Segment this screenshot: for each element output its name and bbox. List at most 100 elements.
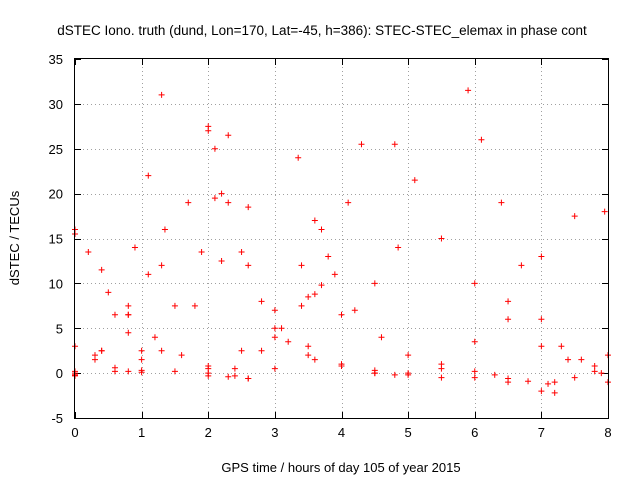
data-point xyxy=(471,374,478,381)
data-point xyxy=(471,338,478,345)
data-point xyxy=(171,368,178,375)
data-point xyxy=(558,343,565,350)
data-point xyxy=(565,356,572,363)
x-tick-label: 3 xyxy=(271,425,278,440)
data-point xyxy=(498,199,505,206)
data-point xyxy=(598,370,605,377)
y-axis-label: dSTEC / TECUs xyxy=(7,190,22,285)
series-14 xyxy=(211,145,558,396)
data-point xyxy=(258,347,265,354)
y-tick-label: -5 xyxy=(51,411,63,426)
data-point xyxy=(185,199,192,206)
x-tick-label: 1 xyxy=(138,425,145,440)
data-point xyxy=(395,244,402,251)
data-point xyxy=(505,375,512,382)
data-point xyxy=(225,373,232,380)
data-point xyxy=(158,262,165,269)
data-point xyxy=(158,91,165,98)
y-tick-label: 15 xyxy=(49,232,63,247)
y-tick-label: 25 xyxy=(49,142,63,157)
data-point xyxy=(131,244,138,251)
y-tick-label: 5 xyxy=(56,321,63,336)
data-point xyxy=(105,289,112,296)
data-point xyxy=(331,271,338,278)
data-point xyxy=(271,325,278,332)
data-point xyxy=(345,199,352,206)
data-point xyxy=(525,378,532,385)
data-point xyxy=(378,334,385,341)
data-point xyxy=(225,199,232,206)
data-point xyxy=(391,141,398,148)
data-point xyxy=(245,204,252,211)
data-point xyxy=(601,208,608,215)
data-point xyxy=(231,372,238,379)
data-point xyxy=(125,311,132,318)
data-point xyxy=(538,343,545,350)
data-point xyxy=(161,226,168,233)
data-point xyxy=(305,343,312,350)
data-point xyxy=(145,172,152,179)
data-point xyxy=(371,280,378,287)
ticks-layer: 0 1 2 3 4 5 6 7 8 -5 0 5 10 15 20 25 30 35 xyxy=(49,52,612,440)
data-point xyxy=(125,302,132,309)
data-point xyxy=(478,136,485,143)
x-tick-label: 5 xyxy=(405,425,412,440)
data-point xyxy=(391,371,398,378)
data-point xyxy=(218,257,225,264)
data-point xyxy=(138,347,145,354)
x-tick-label: 2 xyxy=(205,425,212,440)
y-tick-label: 30 xyxy=(49,97,63,112)
series-5 xyxy=(72,204,252,378)
data-point xyxy=(405,352,412,359)
data-point xyxy=(438,365,445,372)
data-point xyxy=(191,302,198,309)
data-point xyxy=(271,307,278,314)
data-point xyxy=(311,291,318,298)
plot-frame xyxy=(74,58,609,419)
series-18 xyxy=(465,87,605,377)
data-point xyxy=(225,132,232,139)
data-point xyxy=(171,302,178,309)
data-point xyxy=(551,379,558,386)
data-point xyxy=(438,374,445,381)
data-point xyxy=(205,372,212,379)
series-10 xyxy=(205,244,402,382)
data-point xyxy=(551,389,558,396)
data-point xyxy=(298,262,305,269)
data-point xyxy=(491,371,498,378)
data-point xyxy=(295,154,302,161)
data-point xyxy=(271,365,278,372)
data-point xyxy=(278,325,285,332)
data-point xyxy=(245,375,252,382)
data-point xyxy=(465,87,472,94)
data-point xyxy=(578,356,585,363)
data-point xyxy=(505,298,512,305)
data-point xyxy=(438,235,445,242)
data-point xyxy=(98,347,105,354)
data-point xyxy=(205,123,212,130)
data-point xyxy=(245,262,252,269)
data-point xyxy=(198,248,205,255)
data-point xyxy=(258,298,265,305)
y-tick-label: 20 xyxy=(49,187,63,202)
data-point xyxy=(358,141,365,148)
data-point xyxy=(311,356,318,363)
series-17 xyxy=(371,208,608,378)
data-point xyxy=(325,253,332,260)
chart-title: dSTEC Iono. truth (dund, Lon=170, Lat=-4… xyxy=(57,23,587,38)
data-point xyxy=(538,316,545,323)
data-point xyxy=(298,302,305,309)
series-15 xyxy=(295,154,552,387)
data-point xyxy=(411,177,418,184)
data-point xyxy=(111,311,118,318)
x-tick-label: 6 xyxy=(471,425,478,440)
data-point xyxy=(591,362,598,369)
data-point xyxy=(518,262,525,269)
data-point xyxy=(338,361,345,368)
y-tick-label: 0 xyxy=(56,366,63,381)
data-point xyxy=(91,356,98,363)
data-point xyxy=(145,271,152,278)
x-tick-label: 8 xyxy=(604,425,611,440)
series-3 xyxy=(72,127,212,377)
data-point xyxy=(571,374,578,381)
